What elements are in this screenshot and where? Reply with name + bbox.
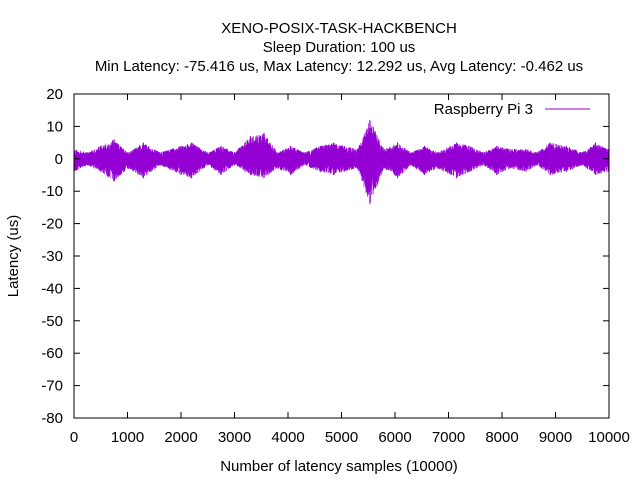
chart-stats-line: Min Latency: -75.416 us, Max Latency: 12… — [95, 58, 583, 75]
x-tick-label-6: 6000 — [378, 429, 411, 446]
y-tick-label-7: -50 — [41, 313, 63, 330]
y-tick-label-6: -40 — [41, 280, 63, 297]
y-tick-label-2: 0 — [55, 151, 63, 168]
x-axis-label: Number of latency samples (10000) — [220, 458, 458, 475]
chart-subtitle: Sleep Duration: 100 us — [263, 39, 416, 56]
y-tick-label-4: -20 — [41, 216, 63, 233]
y-tick-label-5: -30 — [41, 248, 63, 265]
series-raspberry-pi-3-trace — [73, 121, 610, 203]
x-tick-label-8: 8000 — [485, 429, 518, 446]
x-tick-label-2: 2000 — [164, 429, 197, 446]
y-tick-label-1: 10 — [46, 118, 63, 135]
y-tick-label-9: -70 — [41, 378, 63, 395]
x-tick-label-10: 10000 — [588, 429, 630, 446]
x-tick-label-9: 9000 — [539, 429, 572, 446]
x-tick-label-5: 5000 — [325, 429, 358, 446]
chart-title: XENO-POSIX-TASK-HACKBENCH — [221, 20, 457, 37]
y-tick-label-3: -10 — [41, 183, 63, 200]
x-tick-label-3: 3000 — [218, 429, 251, 446]
data-layer — [73, 119, 610, 205]
x-tick-label-7: 7000 — [432, 429, 465, 446]
y-axis-label: Latency (us) — [5, 215, 22, 298]
plot-frame — [73, 93, 610, 419]
ticks-layer: 20 10 0 -10 -20 -30 -40 -50 -60 -70 -80 0 1000 2000 30… — [41, 86, 630, 446]
y-tick-label-8: -60 — [41, 345, 63, 362]
y-tick-label-0: 20 — [46, 86, 63, 103]
legend-label: Raspberry Pi 3 — [434, 101, 533, 118]
x-tick-label-1: 1000 — [111, 429, 144, 446]
x-tick-label-0: 0 — [70, 429, 78, 446]
legend: Raspberry Pi 3 — [434, 101, 590, 118]
x-tick-label-4: 4000 — [271, 429, 304, 446]
y-tick-label-10: -80 — [41, 410, 63, 427]
